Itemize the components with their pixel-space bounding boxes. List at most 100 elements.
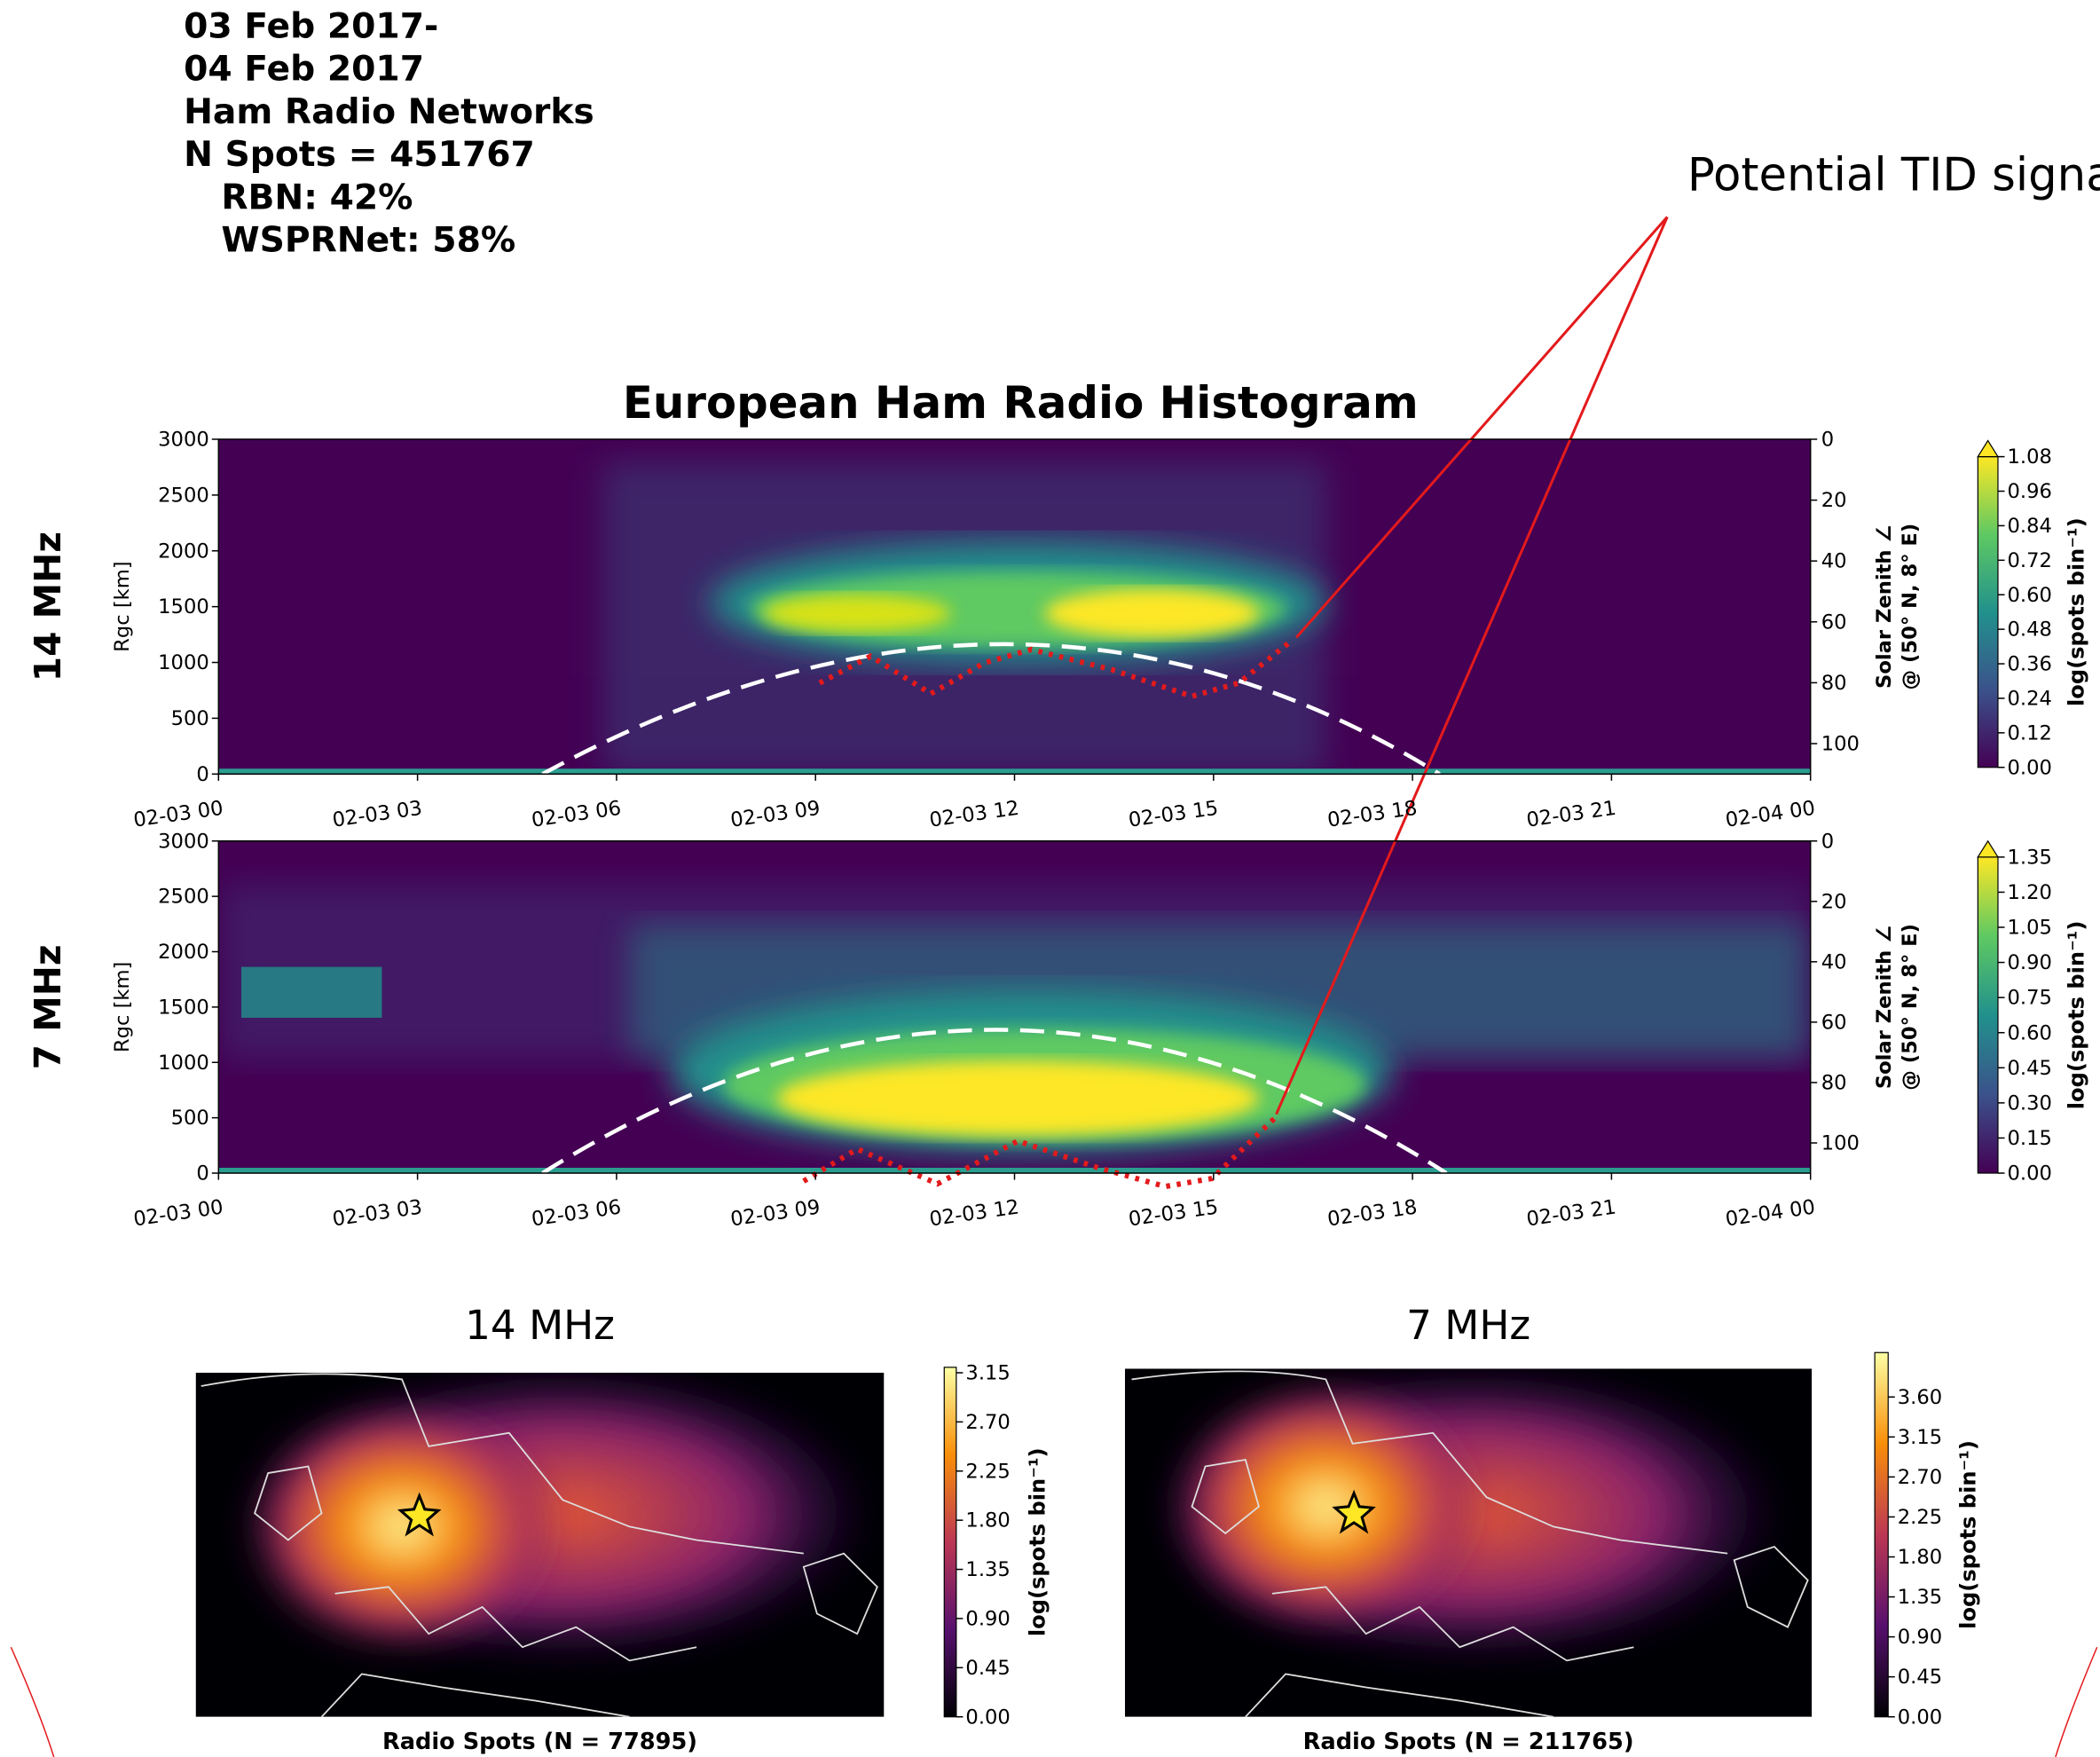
colorbar-tick-label: 1.20 [2008,881,2052,904]
colorbar-tick-label: 0.00 [965,1706,1010,1729]
colorbar-tick-label: 0.15 [2008,1127,2052,1150]
x-tick-label: 02-03 06 [530,1195,622,1231]
colorbar [943,1367,957,1718]
colorbar-tick-label: 2.70 [965,1411,1010,1434]
colorbar-tick-label: 1.35 [1898,1586,1942,1609]
x-tick-label: 02-03 18 [1326,1195,1419,1231]
colorbar-tick-label: 0.90 [965,1607,1010,1630]
y2-tick-label: 40 [1821,950,1847,973]
y2-axis-label: @ (50° N, 8° E) [1899,524,1922,690]
heatmap-image [218,439,1811,775]
colorbar-label: log(spots bin⁻¹) [1955,1440,1980,1629]
header-line: Ham Radio Networks [184,92,594,132]
y2-tick-label: 0 [1821,429,1834,452]
y2-tick-label: 100 [1821,1132,1860,1155]
y2-tick-label: 100 [1821,733,1860,756]
colorbar-tick-label: 0.90 [2008,951,2052,974]
map-caption: Radio Spots (N = 211765) [1303,1729,1634,1755]
colorbar-tick-label: 2.70 [1898,1466,1942,1489]
y2-tick-label: 20 [1821,489,1847,512]
tid-line [802,1112,1281,1190]
y-axis-label: Rgc [km] [111,962,134,1053]
x-tick-label: 02-03 21 [1525,797,1617,832]
x-tick-label: 02-03 15 [1127,1195,1219,1231]
heatmap-image [218,840,1811,1174]
x-tick-label: 02-03 21 [1525,1195,1617,1231]
colorbar-tick-label: 2.25 [1898,1506,1942,1529]
colorbar-tick-label: 0.60 [2008,584,2052,607]
header-line: WSPRNet: 58% [221,221,515,261]
colorbar-tick-label: 1.80 [965,1509,1010,1532]
colorbar-tick-label: 1.05 [2008,917,2052,940]
y-tick-label: 1500 [158,996,209,1019]
x-tick-label: 02-03 12 [928,797,1020,832]
row-label: 7 MHz [27,944,69,1069]
colorbar-tick-label: 3.15 [965,1362,1010,1385]
x-tick-label: 02-03 09 [729,797,822,832]
y2-tick-label: 80 [1821,1071,1847,1094]
colorbar-extend [1977,439,2000,458]
y-tick-label: 2000 [158,941,209,964]
colorbar-label: log(spots bin⁻¹) [2065,921,2089,1110]
x-tick-label: 02-04 00 [1724,1195,1816,1231]
y-axis-label: Rgc [km] [111,561,134,652]
x-tick-label: 02-03 12 [928,1195,1020,1231]
map-title: 7 MHz [1406,1302,1530,1349]
y-tick-label: 500 [171,707,209,730]
colorbar-tick-label: 0.36 [2008,653,2052,676]
colorbar-extend [1977,839,2000,858]
figure-title: European Ham Radio Histogram [623,377,1419,429]
colorbar-tick-label: 0.30 [2008,1091,2052,1115]
x-tick-label: 02-03 15 [1127,797,1219,832]
colorbar-tick-label: 3.15 [1898,1426,1942,1449]
colorbar-label: log(spots bin⁻¹) [1025,1447,1050,1636]
y-tick-label: 1000 [158,651,209,674]
colorbar-tick-label: 0.00 [2008,756,2052,779]
slide-arc [10,1646,55,1757]
header-line: RBN: 42% [221,177,413,217]
y2-tick-label: 0 [1821,830,1834,853]
colorbar-tick-label: 2.25 [965,1460,1010,1483]
colorbar-tick-label: 1.35 [2008,846,2052,869]
header-line: 03 Feb 2017- [184,6,438,46]
y-tick-label: 0 [196,763,208,786]
y-tick-label: 2500 [158,484,209,507]
map-title: 14 MHz [465,1302,615,1349]
colorbar-tick-label: 0.00 [1898,1706,1942,1729]
colorbar-tick-label: 0.45 [2008,1057,2052,1080]
row-label: 14 MHz [27,532,69,682]
x-tick-label: 02-03 18 [1326,797,1419,832]
zenith-curve [541,642,1441,776]
x-tick-label: 02-03 03 [331,797,423,832]
map-image [1125,1368,1813,1717]
map-caption: Radio Spots (N = 77895) [382,1729,697,1755]
colorbar-tick-label: 0.45 [1898,1666,1942,1689]
colorbar-tick-label: 0.96 [2008,480,2052,503]
colorbar-tick-label: 0.12 [2008,721,2052,745]
y-tick-label: 3000 [158,429,209,452]
y-tick-label: 0 [196,1162,208,1186]
y2-tick-label: 60 [1821,1011,1847,1034]
colorbar-tick-label: 0.72 [2008,549,2052,572]
y2-axis-label: @ (50° N, 8° E) [1899,924,1922,1091]
y-tick-label: 2000 [158,540,209,563]
colorbar-tick-label: 0.24 [2008,687,2052,710]
annotation-arrow [1275,216,1669,1115]
x-tick-label: 02-03 03 [331,1195,423,1231]
colorbar [1977,456,1999,768]
tid-line [818,638,1294,699]
colorbar-tick-label: 1.08 [2008,445,2052,469]
colorbar-tick-label: 1.35 [965,1558,1010,1581]
y-tick-label: 2500 [158,886,209,909]
x-tick-label: 02-03 09 [729,1195,822,1231]
slide-arc [2055,1646,2098,1757]
colorbar-tick-label: 0.45 [965,1657,1010,1680]
colorbar-tick-label: 0.75 [2008,987,2052,1010]
y2-tick-label: 20 [1821,890,1847,913]
y2-tick-label: 40 [1821,550,1847,573]
annotation-arrow [1295,216,1669,639]
y2-tick-label: 60 [1821,611,1847,634]
y2-axis-label: Solar Zenith ∠ [1873,926,1896,1090]
